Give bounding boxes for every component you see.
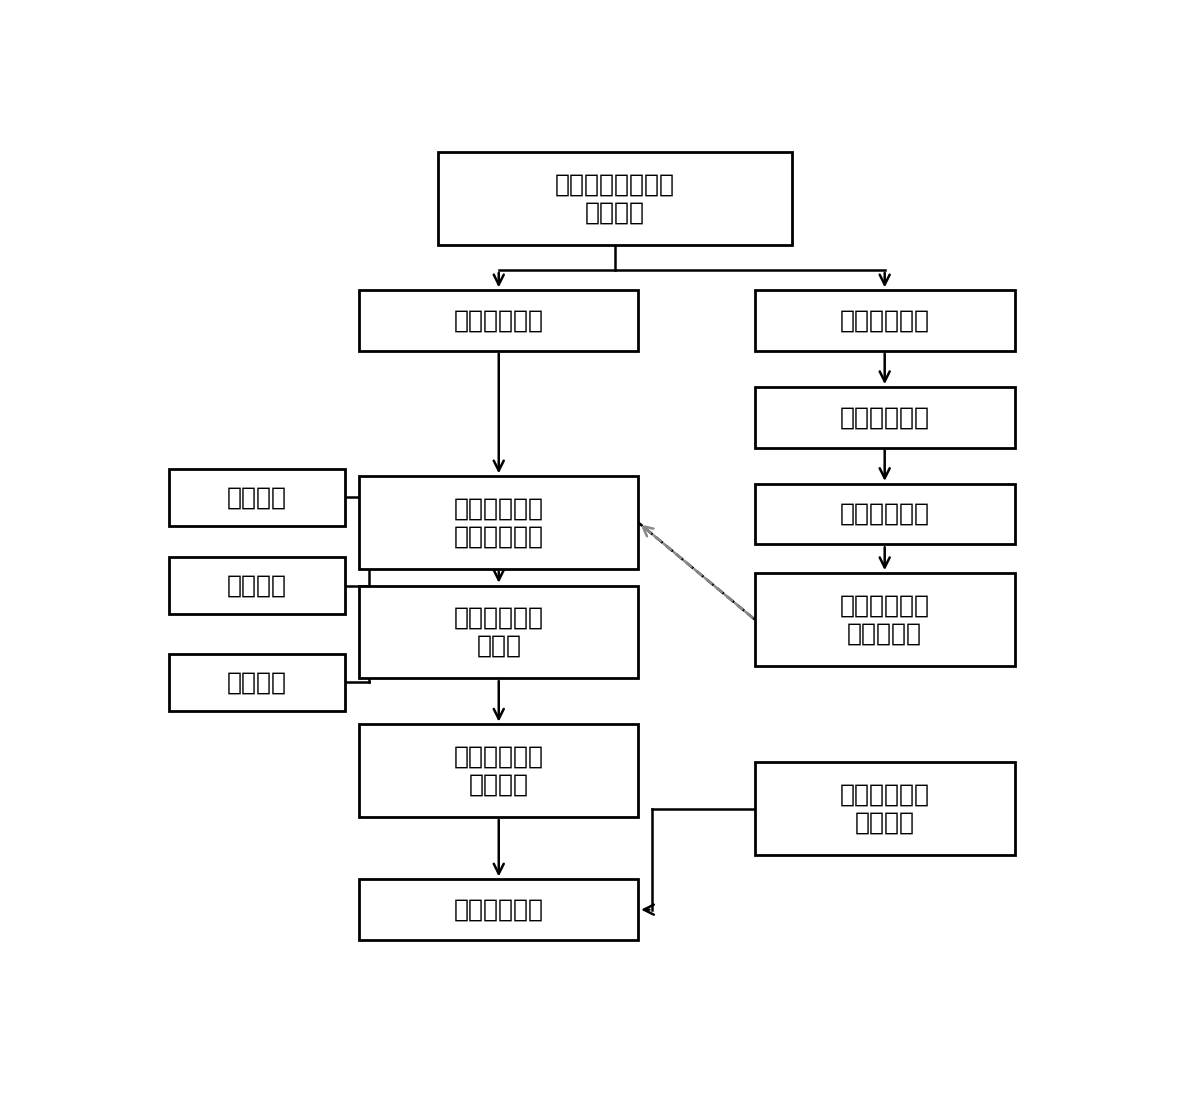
Bar [438, 152, 792, 245]
Bar [755, 291, 1015, 351]
Bar [359, 880, 638, 940]
Text: 各结构层材料: 各结构层材料 [840, 308, 930, 332]
Bar [168, 557, 346, 614]
Text: 降雨条件: 降雨条件 [227, 670, 287, 694]
Bar [755, 763, 1015, 855]
Bar [168, 654, 346, 712]
Bar [755, 484, 1015, 544]
Text: 透水路面渗透
评价指标: 透水路面渗透 评价指标 [840, 783, 930, 835]
Text: 地下水位: 地下水位 [227, 574, 287, 598]
Bar [359, 725, 638, 818]
Bar [755, 573, 1015, 666]
Text: 道路结构初始
湿度场: 道路结构初始 湿度场 [454, 606, 544, 658]
Bar [755, 387, 1015, 448]
Text: 室内渗透试验: 室内渗透试验 [840, 406, 930, 430]
Text: 渗透性能评价: 渗透性能评价 [454, 897, 544, 921]
Bar [168, 469, 346, 526]
Text: 流固耦合降雨
入渗分析: 流固耦合降雨 入渗分析 [454, 745, 544, 797]
Text: 多孔介质非饱
和渗流模型: 多孔介质非饱 和渗流模型 [840, 593, 930, 645]
Bar [359, 477, 638, 568]
Text: 透水沥青路面渗透
性能评价: 透水沥青路面渗透 性能评价 [554, 173, 674, 224]
Text: 材料水文参数: 材料水文参数 [840, 502, 930, 526]
Text: 地质条件: 地质条件 [227, 485, 287, 509]
Bar [359, 291, 638, 351]
Text: 透水沥青路面
系统数值模型: 透水沥青路面 系统数值模型 [454, 496, 544, 549]
Bar [359, 586, 638, 678]
Text: 路面结构形式: 路面结构形式 [454, 308, 544, 332]
